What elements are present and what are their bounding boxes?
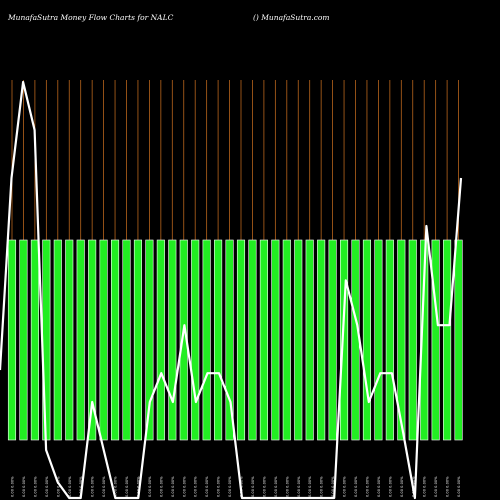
x-tick-label: 0.00 0.00% <box>274 476 278 497</box>
x-tick-labels: 0.00 0.00% 0.00 0.00% 0.00 0.00% 0.00 0.00%… <box>11 476 462 497</box>
x-tick-label: 0.00 0.00% <box>297 476 301 497</box>
bar <box>168 239 177 441</box>
bar <box>305 239 314 441</box>
bar <box>156 239 165 441</box>
x-tick-label: 0.00 0.00% <box>125 476 129 497</box>
bar <box>145 239 154 441</box>
bar <box>328 239 337 441</box>
x-tick-label: 0.00 0.00% <box>457 476 461 497</box>
bar <box>271 239 280 441</box>
x-tick-label: 0.00 0.00% <box>136 476 140 497</box>
x-tick-label: 0.00 0.00% <box>343 476 347 497</box>
bar <box>420 239 429 441</box>
bar <box>65 239 74 441</box>
x-tick-label: 0.00 0.00% <box>331 476 335 497</box>
bar <box>443 239 452 441</box>
x-tick-label: 0.00 0.00% <box>91 476 95 497</box>
bar <box>282 239 291 441</box>
bar <box>259 239 268 441</box>
bar <box>122 239 131 441</box>
x-tick-label: 0.00 0.00% <box>148 476 152 497</box>
x-tick-label: 0.00 0.00% <box>446 476 450 497</box>
x-tick-label: 0.00 0.00% <box>11 476 15 497</box>
bar <box>111 239 120 441</box>
x-tick-label: 0.00 0.00% <box>251 476 255 497</box>
bar <box>397 239 406 441</box>
x-tick-label: 0.00 0.00% <box>365 476 369 497</box>
x-tick-label: 0.00 0.00% <box>354 476 358 497</box>
x-tick-label: 0.00 0.00% <box>411 476 415 497</box>
x-tick-label: 0.00 0.00% <box>102 476 106 497</box>
bar <box>99 239 108 441</box>
bar <box>294 239 303 441</box>
x-tick-label: 0.00 0.00% <box>377 476 381 497</box>
x-tick-label: 0.00 0.00% <box>228 476 232 497</box>
bar <box>385 239 394 441</box>
bar <box>191 239 200 441</box>
money-flow-line <box>0 80 463 500</box>
x-tick-label: 0.00 0.00% <box>159 476 163 497</box>
bar <box>339 239 349 441</box>
bar <box>30 239 39 441</box>
bar <box>225 239 234 441</box>
x-tick-label: 0.00 0.00% <box>171 476 175 497</box>
x-tick-label: 0.00 0.00% <box>423 476 427 497</box>
bar <box>374 239 383 441</box>
x-tick-label: 0.00 0.00% <box>285 476 289 497</box>
x-tick-label: 0.00 0.00% <box>22 476 26 497</box>
x-tick-label: 0.00 0.00% <box>56 476 60 497</box>
x-tick-label: 0.00 0.00% <box>262 476 266 497</box>
chart-title: MunafaSutra Money Flow Charts for NALC <box>8 13 174 22</box>
x-tick-label: 0.00 0.00% <box>434 476 438 497</box>
site-credit: () MunafaSutra.com <box>253 13 330 22</box>
bar <box>7 239 17 441</box>
x-tick-label: 0.00 0.00% <box>205 476 209 497</box>
bar <box>317 239 326 441</box>
bar <box>351 239 360 441</box>
bar <box>431 239 440 441</box>
bar <box>214 239 223 441</box>
x-tick-label: 0.00 0.00% <box>217 476 221 497</box>
bar <box>202 239 211 441</box>
x-tick-label: 0.00 0.00% <box>68 476 72 497</box>
x-tick-label: 0.00 0.00% <box>182 476 186 497</box>
x-tick-label: 0.00 0.00% <box>45 476 49 497</box>
bar <box>236 239 246 441</box>
bar <box>76 239 85 441</box>
bar <box>19 239 28 441</box>
x-tick-label: 0.00 0.00% <box>308 476 312 497</box>
x-tick-label: 0.00 0.00% <box>388 476 392 497</box>
bar <box>408 239 417 441</box>
bar <box>53 239 62 441</box>
bar <box>362 239 372 441</box>
x-tick-label: 0.00 0.00% <box>33 476 37 497</box>
x-tick-label: 0.00 0.00% <box>79 476 83 497</box>
bar <box>248 239 257 441</box>
x-tick-label: 0.00 0.00% <box>114 476 118 497</box>
x-tick-label: 0.00 0.00% <box>400 476 404 497</box>
bar <box>454 239 463 441</box>
bar <box>88 239 97 441</box>
bars <box>7 239 463 441</box>
x-tick-label: 0.00 0.00% <box>320 476 324 497</box>
x-tick-label: 0.00 0.00% <box>194 476 198 497</box>
x-tick-label: 0.00 0.00% <box>240 476 244 497</box>
bar <box>133 239 142 441</box>
